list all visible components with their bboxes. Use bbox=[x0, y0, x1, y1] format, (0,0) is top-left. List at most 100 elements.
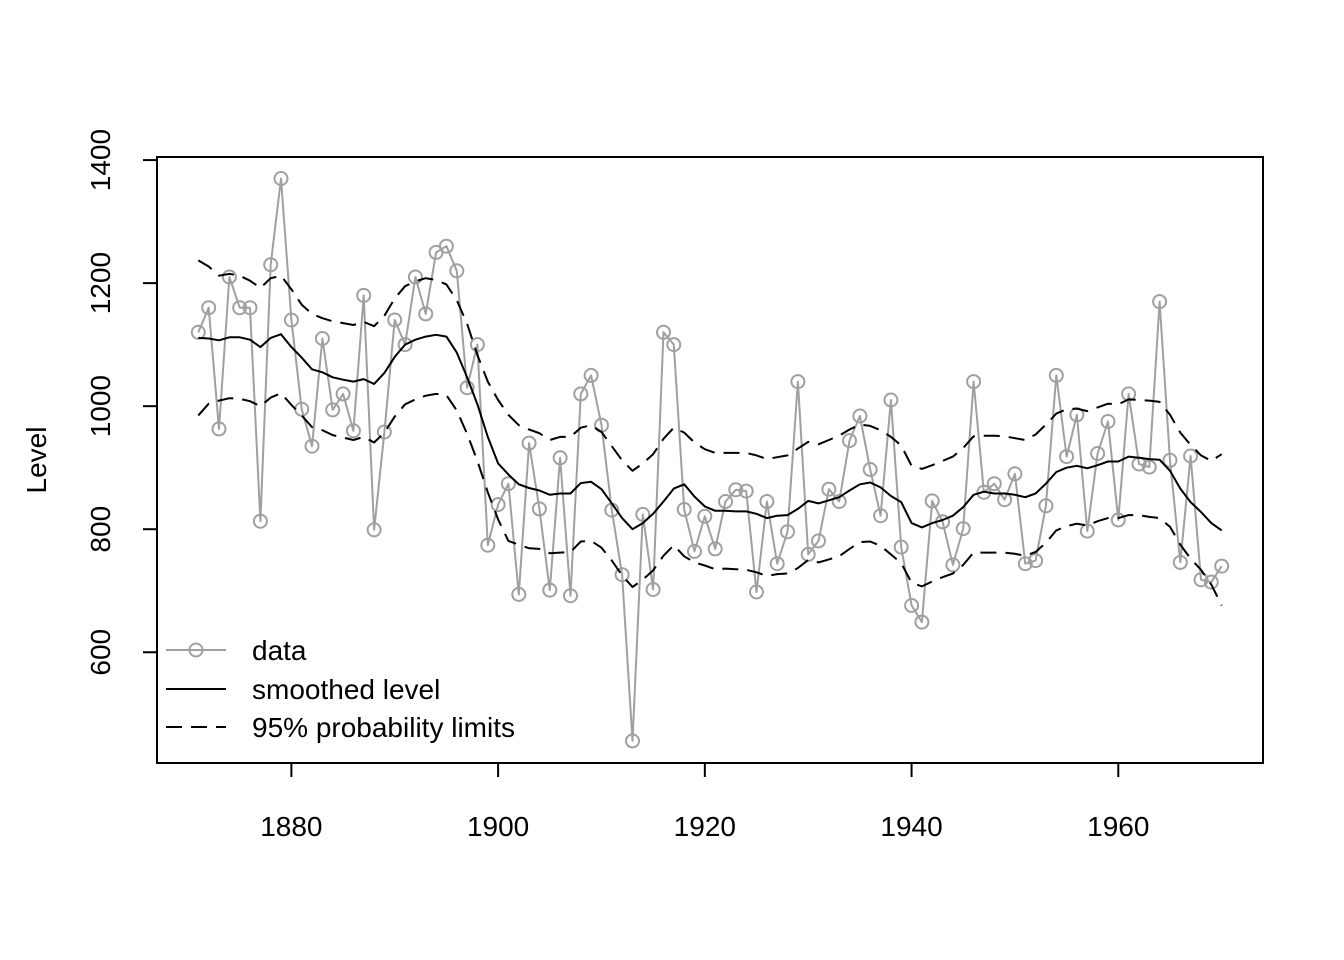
data-point bbox=[842, 433, 857, 449]
y-tick-label: 1000 bbox=[85, 375, 116, 437]
x-axis: 1880 1900 1920 1940 1960 bbox=[260, 762, 1149, 842]
legend-label-data: data bbox=[252, 635, 307, 666]
data-point bbox=[1162, 452, 1178, 468]
data-point bbox=[635, 506, 651, 522]
data-point bbox=[407, 269, 423, 285]
data-point bbox=[201, 300, 217, 316]
data-point bbox=[955, 521, 971, 537]
data-point bbox=[1152, 294, 1168, 310]
data-point bbox=[552, 450, 568, 466]
data-point bbox=[1172, 554, 1188, 570]
data-point bbox=[718, 494, 733, 509]
data-point bbox=[1079, 523, 1095, 539]
data-point bbox=[469, 337, 485, 353]
data-point bbox=[1100, 414, 1116, 429]
data-point bbox=[1090, 446, 1106, 461]
data-point bbox=[480, 537, 496, 553]
data-point bbox=[449, 263, 465, 279]
x-tick-label: 1940 bbox=[880, 811, 942, 842]
data-point bbox=[356, 287, 372, 303]
data-point bbox=[563, 588, 578, 604]
data-point bbox=[780, 524, 795, 540]
y-axis: 600 800 1000 1200 1400 bbox=[85, 129, 158, 676]
data-point bbox=[242, 300, 258, 316]
data-point bbox=[325, 402, 341, 418]
data-point bbox=[893, 539, 909, 555]
data-point bbox=[945, 557, 961, 573]
data-point bbox=[1183, 448, 1199, 464]
data-point bbox=[531, 501, 547, 517]
data-point bbox=[366, 522, 382, 538]
data-point bbox=[645, 582, 661, 597]
data-point bbox=[986, 476, 1002, 492]
data-point bbox=[883, 392, 899, 408]
data-point bbox=[283, 312, 299, 328]
data-point bbox=[314, 331, 330, 346]
data-point bbox=[1110, 512, 1126, 528]
data-point bbox=[769, 556, 785, 572]
x-tick-label: 1920 bbox=[674, 811, 736, 842]
x-tick-label: 1900 bbox=[467, 811, 529, 842]
data-point bbox=[263, 257, 279, 273]
data-point bbox=[583, 367, 599, 383]
data-point bbox=[924, 493, 940, 509]
series-line-smoothed-level-1 bbox=[198, 333, 1223, 532]
series-line-95-probability-limits-3 bbox=[197, 392, 1223, 606]
data-point bbox=[1028, 553, 1044, 569]
data-point bbox=[831, 494, 847, 509]
data-point bbox=[790, 374, 806, 390]
data-point bbox=[273, 171, 289, 186]
data-point bbox=[490, 497, 506, 513]
data-point bbox=[252, 513, 268, 529]
data-point bbox=[614, 567, 630, 583]
legend-data-swatch-marker bbox=[188, 642, 204, 658]
data-point bbox=[873, 508, 889, 524]
data-point bbox=[418, 306, 434, 322]
data-point bbox=[1141, 459, 1157, 475]
y-tick-label: 800 bbox=[85, 506, 116, 553]
data-point bbox=[821, 481, 837, 497]
data-point bbox=[707, 541, 723, 557]
data-point bbox=[397, 337, 413, 353]
y-tick-label: 1400 bbox=[85, 129, 116, 191]
data-point bbox=[542, 582, 558, 598]
data-point bbox=[852, 408, 868, 424]
data-point bbox=[521, 435, 537, 451]
data-point bbox=[904, 598, 920, 613]
data-point bbox=[656, 324, 671, 340]
data-point bbox=[1203, 574, 1219, 590]
data-point bbox=[687, 543, 702, 559]
data-point bbox=[749, 584, 764, 600]
data-point bbox=[666, 337, 682, 353]
data-point bbox=[1017, 556, 1033, 572]
data-point bbox=[1048, 367, 1064, 383]
data-point bbox=[335, 386, 351, 402]
legend: data smoothed level 95% probability limi… bbox=[166, 635, 515, 743]
data-point bbox=[1214, 558, 1230, 574]
data-point bbox=[1007, 466, 1023, 482]
legend-label-probability-limits: 95% probability limits bbox=[252, 712, 515, 743]
series-line-data-0 bbox=[197, 177, 1223, 742]
data-point bbox=[966, 374, 982, 390]
x-tick-label: 1960 bbox=[1087, 811, 1149, 842]
data-point bbox=[376, 424, 392, 440]
data-point bbox=[625, 733, 640, 749]
data-point bbox=[232, 300, 248, 316]
data-point bbox=[862, 462, 878, 477]
data-point bbox=[345, 423, 361, 439]
data-point bbox=[304, 438, 320, 454]
data-point bbox=[914, 614, 930, 630]
data-point bbox=[759, 494, 775, 509]
data-point bbox=[511, 586, 527, 602]
series-line-95-probability-limits-2 bbox=[197, 259, 1223, 472]
data-point bbox=[1059, 449, 1075, 465]
data-point bbox=[573, 386, 589, 402]
data-point bbox=[438, 238, 454, 254]
data-point bbox=[676, 502, 692, 517]
y-tick-label: 600 bbox=[85, 629, 116, 676]
data-point bbox=[1038, 498, 1054, 514]
data-point bbox=[211, 421, 227, 437]
series-layer bbox=[190, 171, 1230, 749]
data-point bbox=[387, 312, 403, 328]
